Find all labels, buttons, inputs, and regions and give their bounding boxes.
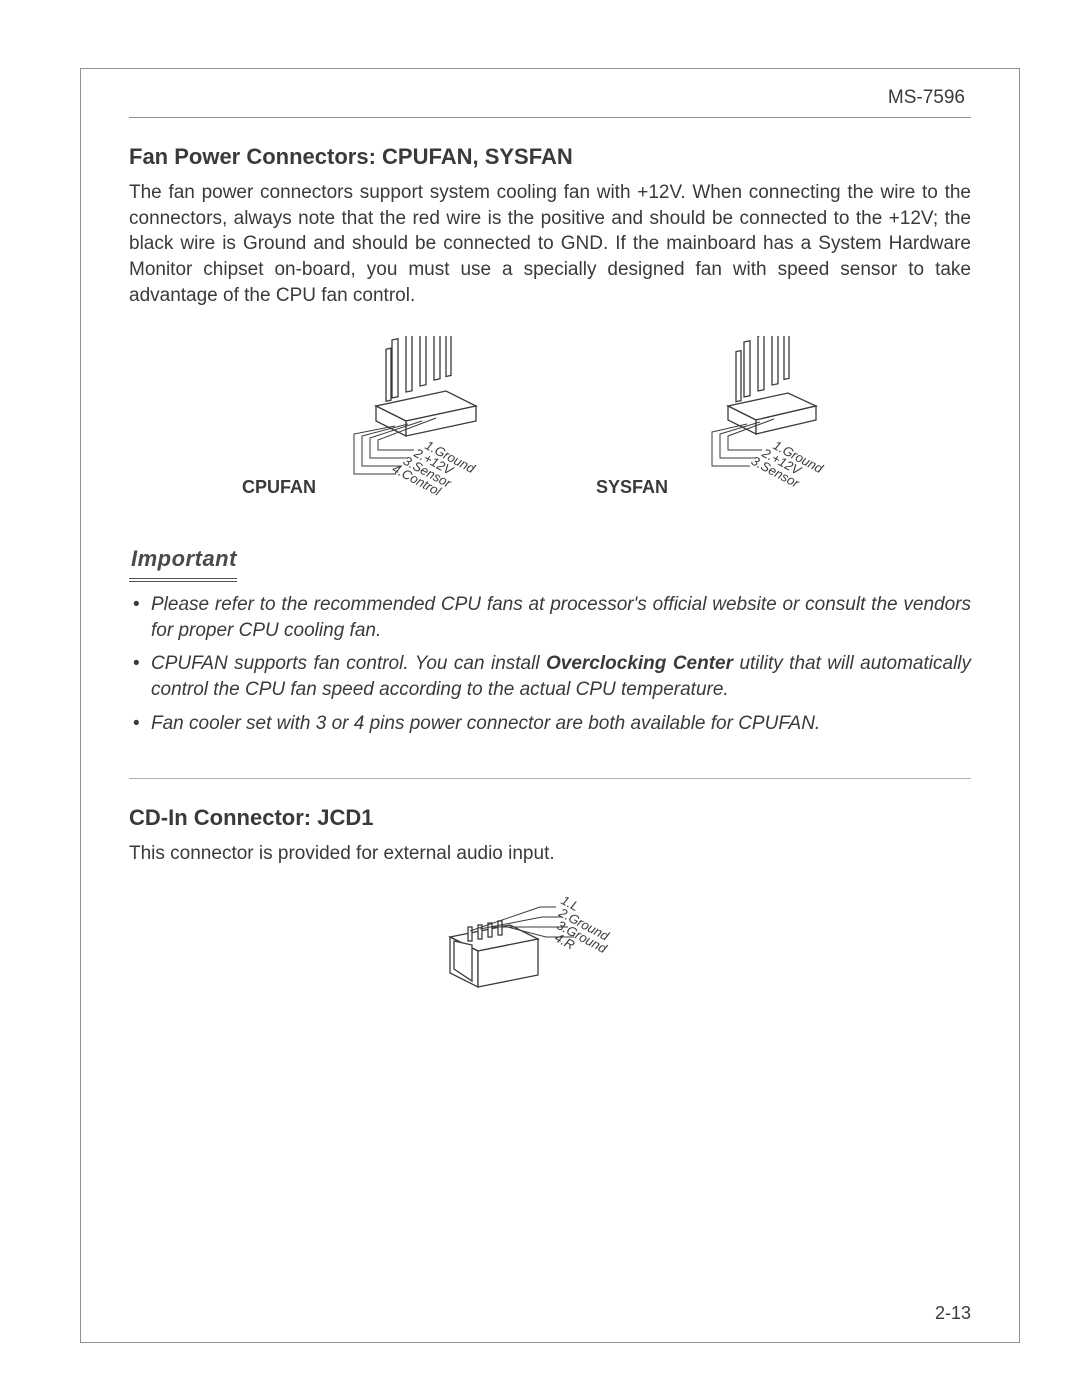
important-note-3: Fan cooler set with 3 or 4 pins power co… [129,711,971,737]
sysfan-diagram: SYSFAN [596,336,858,506]
important-underline [129,578,237,582]
divider-mid [129,778,971,779]
jcd1-diagram: 1.L 2.Ground 3.Ground 4.R [129,887,971,1027]
overclocking-center-term: Overclocking Center [546,653,733,674]
important-note-2: CPUFAN supports fan control. You can ins… [129,651,971,702]
sysfan-label: SYSFAN [596,477,668,506]
important-note-1: Please refer to the recommended CPU fans… [129,592,971,643]
cpufan-label: CPUFAN [242,477,316,506]
fan-diagrams: CPUFAN [129,336,971,506]
fan-section-title: Fan Power Connectors: CPUFAN, SYSFAN [129,144,971,170]
fan-section-body: The fan power connectors support system … [129,180,971,308]
important-notes: Please refer to the recommended CPU fans… [129,592,971,736]
divider-top [129,117,971,118]
cd-section-title: CD-In Connector: JCD1 [129,805,971,831]
cd-section-body: This connector is provided for external … [129,841,971,867]
page-frame: MS-7596 Fan Power Connectors: CPUFAN, SY… [80,68,1020,1343]
model-number: MS-7596 [129,87,971,109]
cpufan-diagram: CPUFAN [242,336,516,506]
sysfan-connector-icon: 1.Ground 2.+12V 3.Sensor [678,336,858,506]
important-heading: Important [129,546,239,572]
jcd1-connector-icon: 1.L 2.Ground 3.Ground 4.R [420,887,680,1027]
page-number: 2-13 [935,1303,971,1324]
cpufan-connector-icon: 1.Ground 2.+12V 3.Sensor 4.Control [326,336,516,506]
page: MS-7596 Fan Power Connectors: CPUFAN, SY… [0,0,1080,1397]
